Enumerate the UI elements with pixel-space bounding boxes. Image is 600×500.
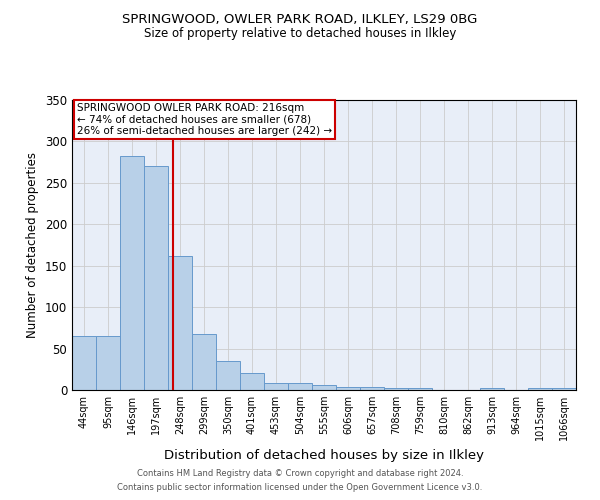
Bar	[336, 386, 360, 390]
Bar	[216, 361, 240, 390]
Bar	[120, 156, 144, 390]
Bar	[288, 382, 312, 390]
Bar	[384, 388, 408, 390]
Bar	[312, 385, 336, 390]
Text: SPRINGWOOD, OWLER PARK ROAD, ILKLEY, LS29 0BG: SPRINGWOOD, OWLER PARK ROAD, ILKLEY, LS2…	[122, 12, 478, 26]
X-axis label: Distribution of detached houses by size in Ilkley: Distribution of detached houses by size …	[164, 448, 484, 462]
Y-axis label: Number of detached properties: Number of detached properties	[26, 152, 40, 338]
Bar	[240, 374, 264, 390]
Text: SPRINGWOOD OWLER PARK ROAD: 216sqm
← 74% of detached houses are smaller (678)
26: SPRINGWOOD OWLER PARK ROAD: 216sqm ← 74%…	[77, 103, 332, 136]
Bar	[360, 386, 384, 390]
Text: Size of property relative to detached houses in Ilkley: Size of property relative to detached ho…	[144, 28, 456, 40]
Bar	[264, 384, 288, 390]
Text: Contains HM Land Registry data © Crown copyright and database right 2024.: Contains HM Land Registry data © Crown c…	[137, 468, 463, 477]
Bar	[528, 388, 552, 390]
Text: Contains public sector information licensed under the Open Government Licence v3: Contains public sector information licen…	[118, 484, 482, 492]
Bar	[552, 388, 576, 390]
Bar	[480, 388, 504, 390]
Bar	[408, 388, 432, 390]
Bar	[96, 336, 120, 390]
Bar	[168, 256, 192, 390]
Bar	[192, 334, 216, 390]
Bar	[72, 336, 96, 390]
Bar	[144, 166, 168, 390]
